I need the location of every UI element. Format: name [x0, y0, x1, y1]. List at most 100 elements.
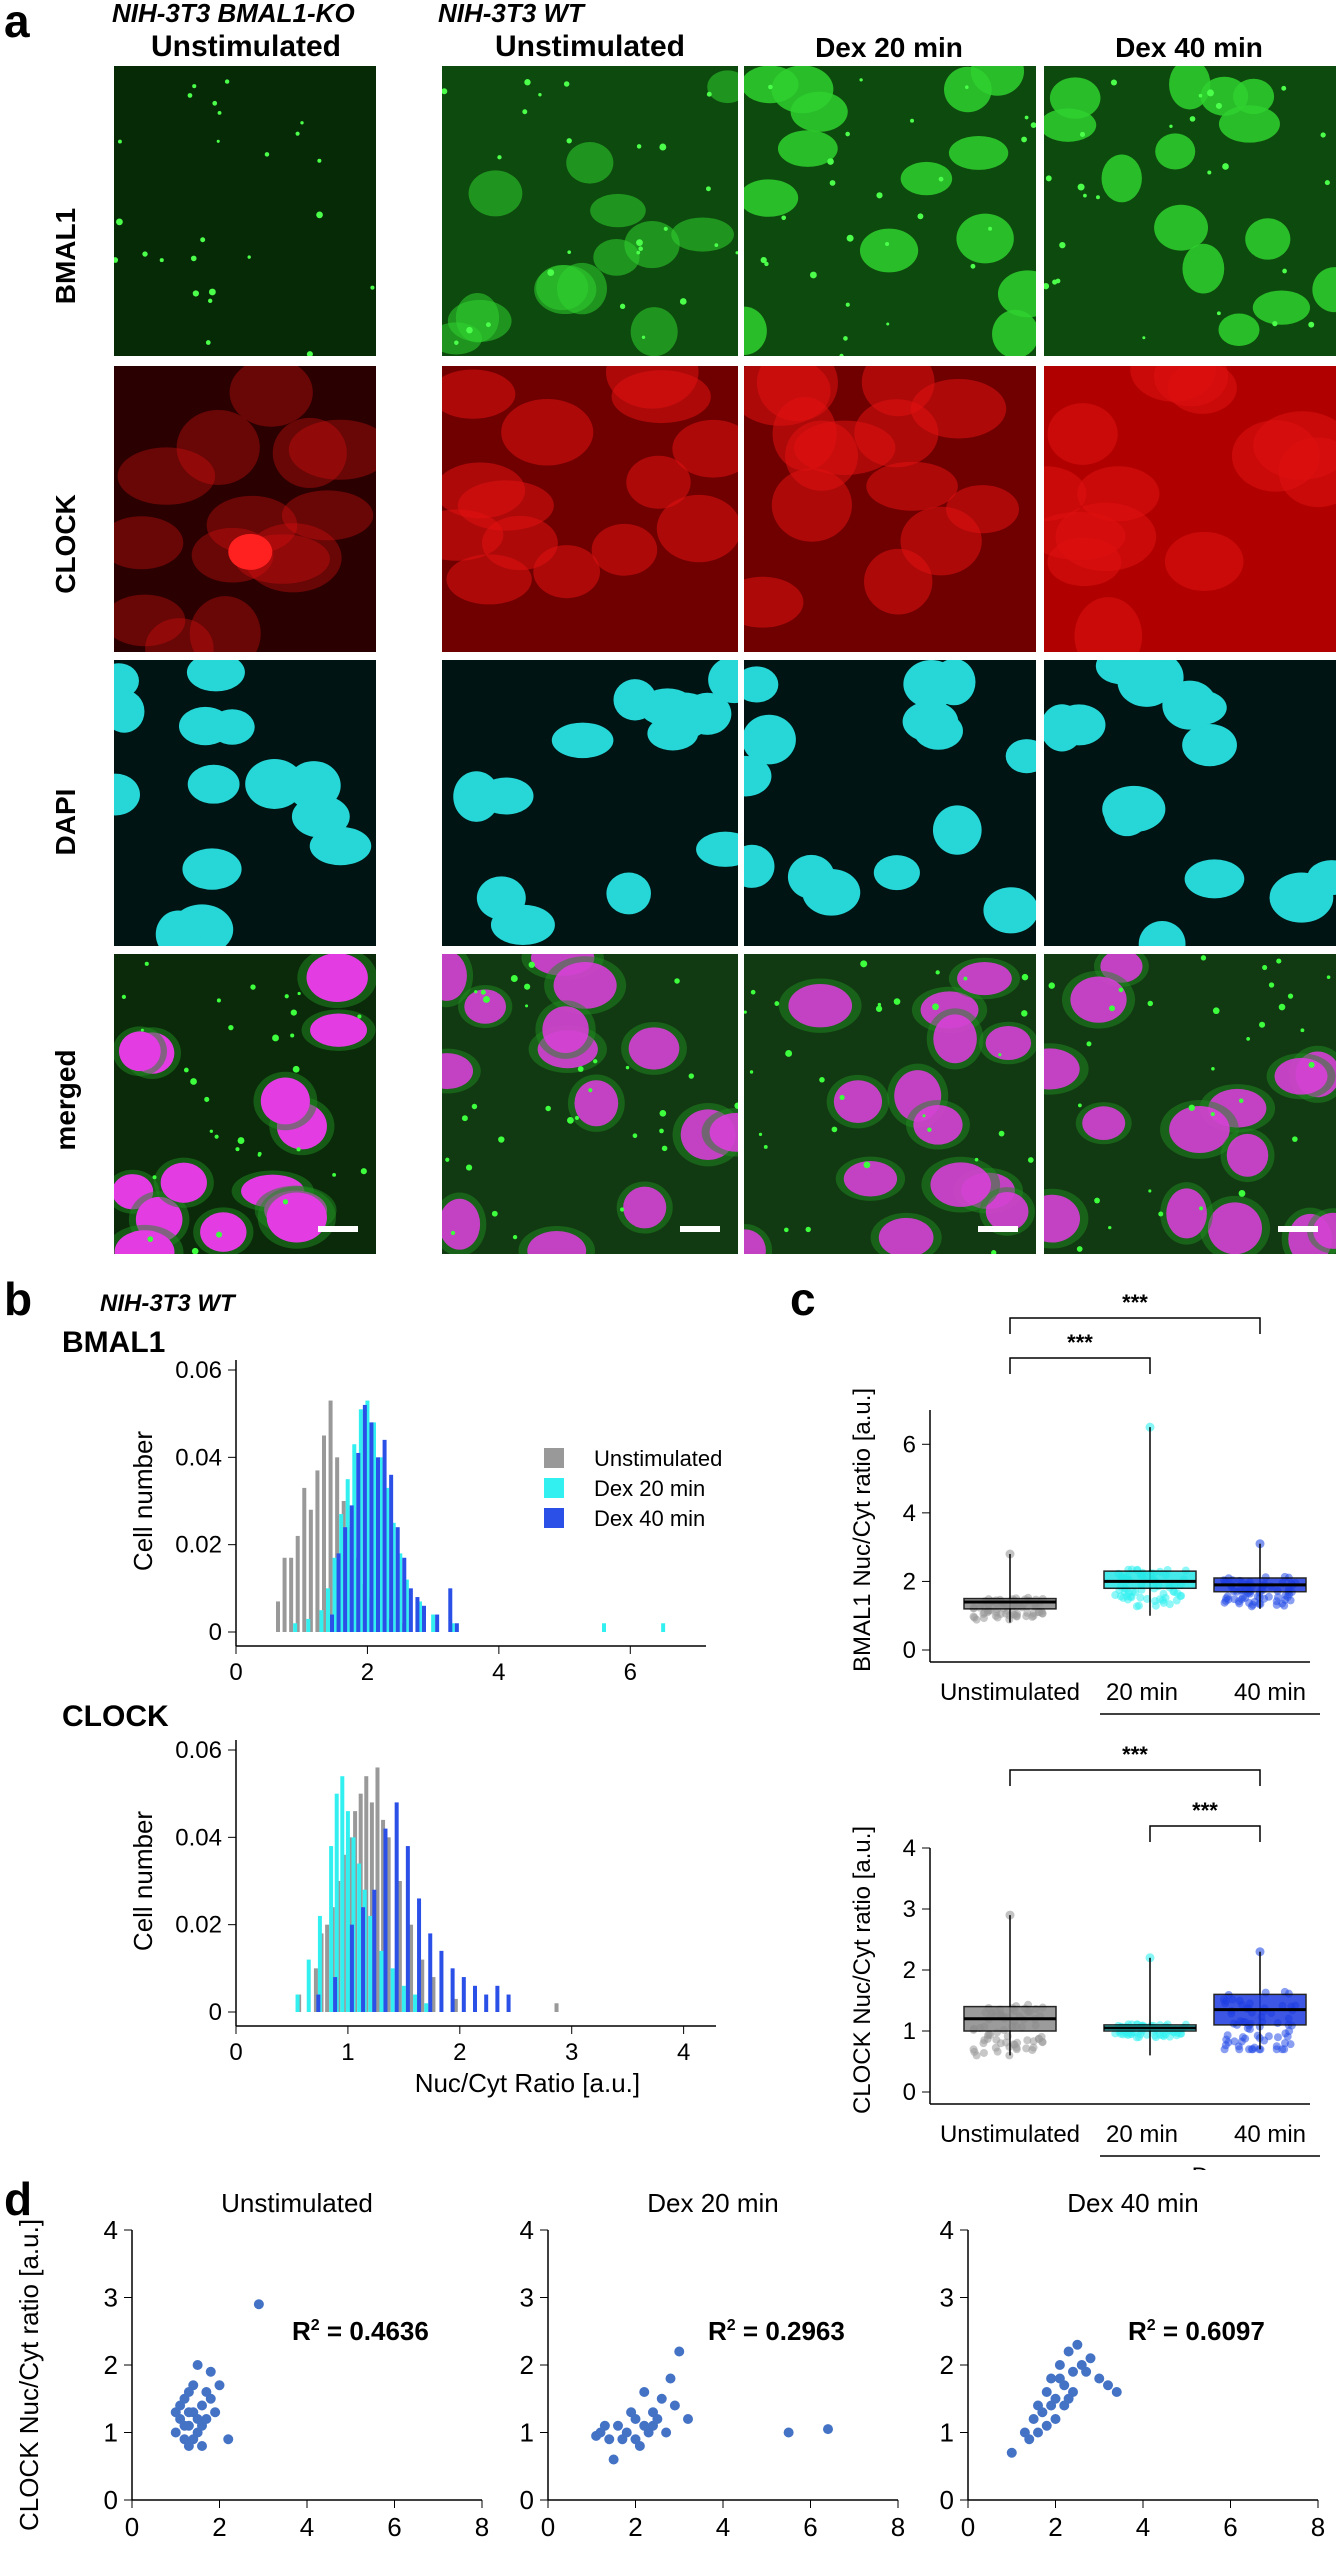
micrograph-dapi-col2 [744, 660, 1036, 946]
superscript: 2 [311, 2317, 320, 2334]
scatter-point [214, 2380, 225, 2391]
hist-bar-0 [397, 1881, 402, 2012]
nucleus-signal [777, 130, 838, 167]
hist-bar-2 [405, 1846, 410, 2012]
speckle [204, 1096, 210, 1102]
speckle [524, 79, 531, 86]
micrograph-image [114, 66, 376, 356]
scatter-point [1068, 2366, 1078, 2377]
nucleus [182, 848, 242, 890]
speckle [497, 155, 502, 160]
speckle [1189, 116, 1196, 122]
speckle [1076, 1246, 1083, 1252]
speckle [768, 84, 773, 90]
superscript: 2 [727, 2317, 736, 2334]
nucleus-signal [956, 213, 1014, 264]
speckle [706, 91, 712, 97]
speckle [827, 158, 834, 165]
x-tick-label: 4 [677, 2039, 690, 2066]
speckle [1095, 195, 1100, 200]
speckle [1211, 1067, 1215, 1071]
hist-bar-0 [282, 1557, 287, 1632]
speckle [192, 290, 199, 297]
speckle [192, 84, 197, 89]
nucleus [553, 962, 617, 1009]
y-tick-label: 0 [104, 2485, 118, 2515]
speckle [674, 978, 680, 984]
background [114, 366, 376, 652]
speckle [863, 1161, 871, 1169]
speckle [567, 1116, 574, 1124]
speckle [781, 215, 787, 221]
hist-bar-0 [295, 1535, 300, 1632]
speckle [200, 237, 206, 243]
boxplot-bmal1: 0 2 4 6 BMAL1 Nuc/Cyt ratio [a.u.] Unstimulat… [849, 1290, 1320, 1715]
nucleus [114, 663, 139, 699]
speckle [1222, 163, 1229, 170]
speckle [480, 989, 486, 995]
speckle [1147, 1000, 1153, 1007]
micrograph-image [1044, 366, 1336, 652]
nucleus [913, 1104, 963, 1145]
speckle [1292, 1136, 1298, 1142]
speckle [1030, 122, 1036, 129]
significance-stars: *** [1067, 1330, 1093, 1355]
hist-bar-2 [349, 1505, 354, 1632]
speckle [216, 139, 220, 143]
scatter-point [170, 2427, 181, 2438]
data-point [1143, 2030, 1152, 2039]
nucleus-signal [1252, 290, 1311, 325]
hist-bar-2 [336, 1553, 341, 1632]
nucleus-signal [992, 309, 1036, 356]
cell-signal [244, 523, 342, 593]
nucleus-signal [707, 70, 738, 104]
significance-stars: *** [1122, 1742, 1148, 1767]
hist-bar-1 [413, 1994, 418, 2012]
significance-stars: *** [1122, 1290, 1148, 1315]
speckle [144, 961, 149, 966]
scatter-point [197, 2441, 207, 2451]
scatter-point [1041, 2420, 1052, 2431]
speckle [659, 143, 667, 151]
speckle [306, 351, 313, 356]
speckle [1148, 1189, 1152, 1193]
speckle [209, 1129, 214, 1133]
hist-bar-1 [424, 2003, 429, 2012]
cell-signal [1074, 597, 1143, 652]
hist-bar-0 [381, 1819, 386, 2012]
hist-bar-2 [408, 1588, 413, 1632]
micrograph-image [114, 954, 376, 1254]
nucleus [114, 773, 140, 816]
data-point [1111, 1591, 1120, 1600]
dex-label: Dex [1192, 2163, 1235, 2170]
speckle [1212, 1007, 1220, 1015]
y-tick-label: 0 [520, 2485, 534, 2515]
hist-bar-2 [369, 1422, 374, 1632]
hist-bmal1-title: BMAL1 [62, 1326, 166, 1359]
speckle [735, 251, 738, 255]
y-tick-label: 4 [104, 2215, 118, 2245]
nucleus-signal [1182, 243, 1225, 294]
speckle [763, 1145, 768, 1149]
hist-bar-2 [450, 1968, 455, 2012]
panel-b-label: b [4, 1273, 33, 1325]
box [963, 1597, 1057, 1610]
cell-signal [672, 419, 738, 478]
scatter-point [1033, 2427, 1043, 2438]
speckle [917, 213, 924, 220]
hist-bar-1 [329, 1846, 334, 2012]
nucleus [623, 1186, 667, 1229]
nucleus-signal [1232, 78, 1275, 115]
data-point [1022, 2044, 1031, 2053]
scatter-point [823, 2424, 833, 2435]
data-point [1260, 2036, 1269, 2045]
outlier-point [1005, 1910, 1015, 1920]
y-tick-label: 4 [940, 2215, 954, 2245]
hist-bar-1 [368, 1915, 373, 2012]
nucleus-signal [744, 306, 767, 356]
hist-bar-2 [422, 1605, 426, 1632]
cell-signal [1047, 403, 1118, 465]
nucleus-signal [566, 142, 614, 184]
nucleus [551, 722, 614, 759]
hist-bar-2 [383, 1828, 388, 2012]
